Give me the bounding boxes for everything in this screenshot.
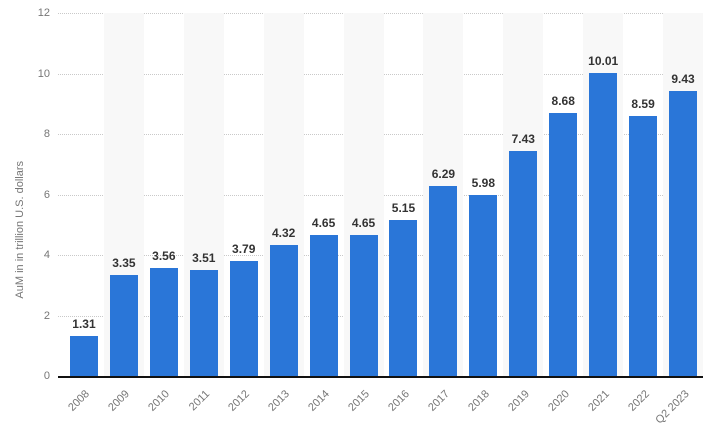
column-Q2 2023: 9.43 Q2 2023 [653,13,703,426]
value-label-2015: 4.65 [351,216,376,231]
x-tick-label-2022: 2022 [625,388,652,414]
value-label-2018: 5.98 [471,176,496,191]
x-tick-label-2013: 2013 [266,388,293,414]
column-2021: 10.01 2021 [583,13,624,414]
columns-layer: 1.31 2008 3.35 2009 3.56 2010 3.51 2011 3.79 2012… [64,13,703,426]
x-tick-label-2012: 2012 [226,388,253,414]
bar-2008[interactable] [69,336,98,376]
column-2012: 3.79 2012 [224,13,264,414]
x-tick-label-2014: 2014 [306,388,333,414]
column-2008: 1.31 2008 [64,13,104,414]
x-tick-label-2009: 2009 [106,388,133,414]
column-2022: 8.59 2022 [623,13,663,414]
column-2009: 3.35 2009 [103,13,144,414]
column-2018: 5.98 2018 [463,13,503,414]
value-label-2008: 1.31 [72,317,96,332]
column-2019: 7.43 2019 [503,13,544,414]
bar-2013[interactable] [269,245,298,376]
column-2015: 4.65 2015 [343,13,384,414]
column-2020: 8.68 2020 [543,13,583,414]
value-label-2019: 7.43 [511,132,535,147]
value-label-2017: 6.29 [431,166,456,181]
bar-2021[interactable] [589,73,618,376]
bar-2012[interactable] [229,261,258,376]
bar-Q2 2023[interactable] [669,90,697,376]
column-2017: 6.29 2017 [423,13,464,414]
value-label-Q2 2023: 9.43 [671,71,695,86]
column-2014: 4.65 2014 [304,13,344,414]
bar-2022[interactable] [629,116,658,376]
column-2010: 3.56 2010 [144,13,184,414]
x-tick-label-2015: 2015 [346,388,373,414]
value-label-2010: 3.56 [152,249,176,264]
y-tick-label-12: 12 [37,7,50,19]
column-2016: 5.15 2016 [384,13,424,414]
column-2011: 3.51 2011 [183,13,224,413]
bar-2016[interactable] [389,220,418,376]
y-tick-label-2: 2 [43,309,50,322]
value-label-2011: 3.51 [192,250,216,265]
x-tick-label-2018: 2018 [466,388,492,414]
column-2013: 4.32 2013 [263,13,304,414]
x-tick-label-2011: 2011 [187,388,213,414]
value-label-2021: 10.01 [588,54,619,69]
y-axis: 0 2 4 6 8 10 12 [0,7,50,382]
value-label-2016: 5.15 [391,201,416,216]
bar-2017[interactable] [429,185,458,376]
value-label-2013: 4.32 [271,226,296,241]
value-label-2022: 8.59 [631,97,655,112]
value-label-2012: 3.79 [232,242,256,257]
value-label-2020: 8.68 [551,94,575,109]
x-tick-label-2019: 2019 [505,388,532,414]
bar-2014[interactable] [309,235,338,376]
bar-2020[interactable] [549,113,578,376]
x-tick-label-2010: 2010 [146,388,173,414]
y-tick-label-4: 4 [43,249,50,261]
bar-2009[interactable] [109,274,138,376]
bar-2011[interactable] [189,269,218,376]
bar-2018[interactable] [469,195,498,376]
x-tick-label-Q2 2023: Q2 2023 [653,388,692,427]
bar-2010[interactable] [149,268,178,376]
bar-2019[interactable] [509,151,538,376]
value-label-2009: 3.35 [112,255,136,270]
x-tick-label-2020: 2020 [545,388,572,414]
y-tick-label-10: 10 [37,67,50,80]
x-tick-label-2008: 2008 [66,388,93,414]
x-tick-label-2017: 2017 [426,388,452,414]
y-tick-label-8: 8 [43,128,50,140]
value-label-2014: 4.65 [311,216,336,231]
bar-2015[interactable] [349,235,378,376]
y-tick-label-0: 0 [43,370,50,382]
plot-area: 1.31 2008 3.35 2009 3.56 2010 3.51 2011 3.79 2012… [58,13,703,426]
x-tick-label-2021: 2021 [585,388,612,414]
x-tick-label-2016: 2016 [386,388,412,414]
y-tick-label-6: 6 [43,188,50,201]
